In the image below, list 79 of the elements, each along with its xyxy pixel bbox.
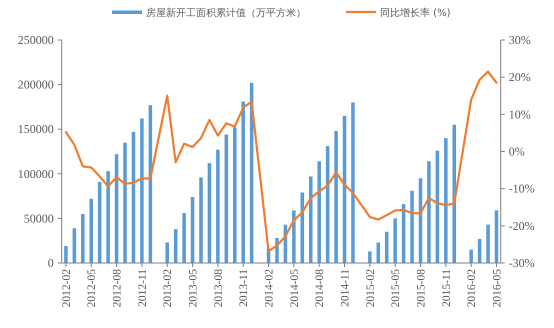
bar	[165, 242, 169, 263]
bar	[123, 142, 127, 263]
bar	[478, 238, 482, 263]
bar	[334, 130, 338, 263]
bar	[148, 105, 152, 263]
bar	[418, 178, 422, 263]
x-tick-label: 2015-08	[416, 268, 428, 308]
x-tick-label: 2015-11	[440, 268, 453, 307]
bar	[317, 161, 321, 263]
x-tick-label: 2014-05	[288, 268, 301, 308]
bar	[106, 171, 110, 263]
bar	[114, 154, 118, 263]
x-tick-label: 2016-02	[466, 268, 478, 308]
x-tick-label: 2012-11	[136, 268, 149, 307]
x-tick-label: 2012-05	[86, 268, 98, 308]
x-tick-label: 2013-02	[162, 268, 174, 308]
y-tick-label: 50000	[24, 211, 54, 226]
x-tick-label: 2013-05	[188, 268, 200, 308]
y-tick-label: 150000	[18, 122, 54, 136]
bar	[208, 163, 212, 263]
x-tick-label: 2014-02	[264, 268, 276, 308]
x-tick-label: 2012-02	[60, 268, 73, 308]
bar	[436, 150, 440, 263]
bar	[376, 242, 380, 263]
bar	[232, 127, 237, 263]
x-tick-label: 2015-05	[390, 268, 402, 308]
x-tick-label: 2013-08	[212, 268, 225, 308]
bar	[174, 229, 178, 263]
bar	[64, 246, 68, 263]
y2-tick-label: -20%	[508, 218, 535, 233]
y2-tick-label: -10%	[508, 182, 535, 196]
bar	[427, 161, 431, 263]
bar	[300, 192, 304, 263]
bar	[216, 150, 220, 263]
bar	[224, 134, 228, 263]
y-tick-label: 200000	[18, 78, 54, 92]
bar	[384, 232, 388, 263]
x-tick-label: 2015-02	[364, 268, 377, 308]
bar	[89, 198, 94, 263]
x-tick-label: 2014-08	[314, 268, 326, 308]
bar	[132, 132, 136, 263]
bar	[308, 176, 313, 263]
bar	[250, 82, 254, 263]
bar	[469, 250, 473, 263]
bar	[190, 196, 194, 263]
bar	[342, 116, 346, 263]
bar	[444, 138, 448, 263]
line-series	[64, 70, 498, 252]
y2-tick-label: 10%	[508, 107, 531, 122]
bar	[452, 124, 456, 263]
bar	[393, 218, 397, 263]
y-tick-label: 250000	[18, 33, 54, 47]
bar	[81, 214, 85, 263]
bar	[368, 251, 372, 263]
x-tick-label: 2014-11	[340, 268, 352, 307]
y2-tick-label: -30%	[508, 256, 535, 270]
x-tick-label: 2016-05	[491, 268, 504, 308]
y2-tick-label: 30%	[508, 33, 531, 47]
legend-label: 同比增长率 (%)	[380, 7, 451, 19]
bar	[199, 177, 203, 263]
bar	[486, 224, 490, 263]
y-tick-label: 100000	[18, 166, 54, 181]
bar	[326, 146, 330, 263]
x-tick-label: 2013-11	[238, 268, 250, 307]
bar	[351, 102, 355, 263]
bar	[402, 204, 406, 263]
y-tick-label: 0	[48, 256, 54, 270]
bar	[72, 228, 76, 263]
bar	[292, 210, 296, 263]
bar	[140, 118, 144, 263]
legend-label: 房屋新开工面积累计值（万平方米）	[146, 7, 306, 19]
y2-tick-label: 0%	[508, 144, 525, 158]
y2-tick-label: 20%	[508, 70, 531, 84]
bar	[410, 190, 414, 263]
bar	[241, 102, 245, 263]
x-tick-label: 2012-08	[112, 268, 124, 308]
bar	[494, 210, 498, 263]
bar	[98, 182, 102, 263]
bar	[182, 213, 186, 263]
